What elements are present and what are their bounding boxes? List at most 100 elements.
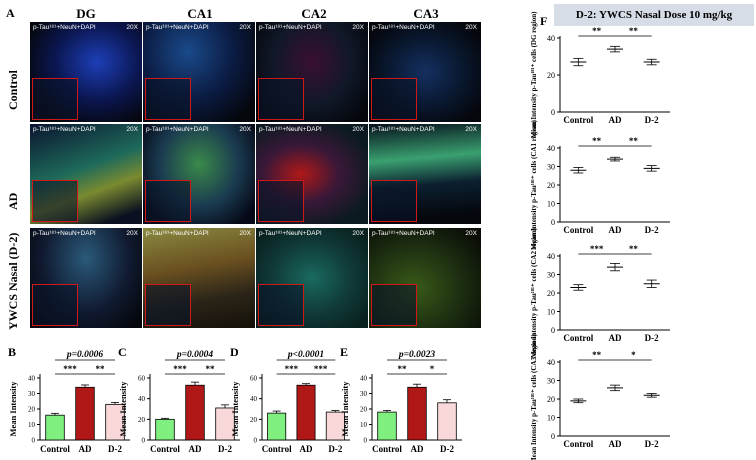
micrograph-inset (258, 180, 304, 222)
bar-ad (185, 384, 205, 441)
panel-f-title: D-2: YWCS Nasal Dose 10 mg/kg (554, 4, 754, 26)
micrograph-ad-dg: p-Tau¹⁸¹+NeuN+DAPI 20X (30, 124, 142, 224)
column-header-ca3: CA3 (413, 6, 439, 21)
panel-letter-f: F (540, 14, 548, 28)
micrograph-ad-ca1: p-Tau¹⁸¹+NeuN+DAPI 20X (143, 124, 255, 224)
y-tick-label: 0 (551, 218, 555, 227)
x-tick-label: D-2 (108, 444, 122, 454)
micrograph-d2-dg: p-Tau¹⁸¹+NeuN+DAPI 20X (30, 228, 142, 328)
micrograph-zoom-label: 20X (126, 230, 138, 237)
y-tick-label: 0 (142, 437, 146, 445)
column-header-ca1: CA1 (187, 6, 213, 21)
significance-label: ** (629, 26, 639, 36)
x-tick-label: Control (372, 444, 402, 454)
y-axis-label: Mean Intensity (8, 381, 18, 437)
y-tick-label: 20 (138, 416, 146, 424)
significance-label: ** (592, 136, 602, 146)
micrograph-zoom-label: 20X (126, 126, 138, 133)
micrograph-control-ca2: p-Tau¹⁸¹+NeuN+DAPI 20X (256, 22, 368, 122)
y-axis-label: Mean Intensity p-Tau¹⁸¹⁺ cells (CA1 regi… (530, 119, 538, 250)
y-axis-label: Mean Intensity p-Tau¹⁸¹⁺ cells (DG regio… (530, 11, 538, 139)
micrograph-stain-label: p-Tau¹⁸¹+NeuN+DAPI (372, 230, 435, 237)
micrograph-control-ca1: p-Tau¹⁸¹+NeuN+DAPI 20X (143, 22, 255, 122)
y-tick-label: 60 (250, 375, 258, 383)
x-tick-label: Control (40, 444, 70, 454)
y-tick-label: 30 (547, 271, 555, 280)
column-header-ca2: CA2 (301, 6, 327, 21)
y-tick-label: 20 (547, 181, 555, 190)
micrograph-zoom-label: 20X (465, 24, 477, 31)
x-tick-label: AD (609, 439, 622, 449)
x-tick-label: AD (411, 444, 424, 454)
bar-ad (407, 386, 427, 441)
micrograph-zoom-label: 20X (239, 126, 251, 133)
bar-control (377, 411, 397, 441)
y-axis-label: Mean Intensity p-Tau¹⁸¹⁺ cells (CA2 regi… (530, 227, 538, 358)
significance-label: ** (629, 136, 639, 146)
significance-label: *** (63, 364, 77, 374)
x-tick-label: Control (262, 444, 292, 454)
micrograph-control-dg: p-Tau¹⁸¹+NeuN+DAPI 20X (30, 22, 142, 122)
x-tick-label: Control (563, 333, 593, 343)
y-tick-label: 30 (547, 377, 555, 386)
micrograph-stain-label: p-Tau¹⁸¹+NeuN+DAPI (33, 126, 96, 133)
micrograph-inset (258, 78, 304, 120)
bar-control (267, 412, 287, 441)
y-tick-label: 40 (360, 375, 368, 383)
micrograph-zoom-label: 20X (239, 24, 251, 31)
significance-label: *** (314, 364, 328, 374)
bar-d-2 (437, 402, 457, 441)
panel-letter-d: D (230, 345, 239, 359)
bar-control (45, 414, 65, 441)
significance-label: ** (398, 364, 408, 374)
x-tick-label: AD (189, 444, 202, 454)
pvalue-label: p<0.0001 (287, 350, 324, 360)
y-tick-label: 40 (547, 144, 555, 153)
micrograph-inset (371, 78, 417, 120)
micrograph-zoom-label: 20X (465, 230, 477, 237)
y-tick-label: 10 (547, 200, 555, 209)
micrograph-stain-label: p-Tau¹⁸¹+NeuN+DAPI (33, 24, 96, 31)
y-tick-label: 40 (28, 375, 36, 383)
micrograph-stain-label: p-Tau¹⁸¹+NeuN+DAPI (372, 24, 435, 31)
column-header-dg: DG (76, 6, 96, 21)
micrograph-d2-ca2: p-Tau¹⁸¹+NeuN+DAPI 20X (256, 228, 368, 328)
x-tick-label: D-2 (440, 444, 454, 454)
y-axis-label: Mean Intensity (340, 381, 350, 437)
y-axis-label: Mean Intensity (118, 381, 128, 437)
micrograph-inset (32, 284, 78, 326)
bar-ad (296, 384, 316, 441)
bar-ad (75, 386, 95, 441)
x-tick-label: Control (563, 115, 593, 125)
y-tick-label: 10 (547, 414, 555, 423)
x-tick-label: Control (150, 444, 180, 454)
micrograph-stain-label: p-Tau¹⁸¹+NeuN+DAPI (372, 126, 435, 133)
y-tick-label: 20 (547, 289, 555, 298)
x-tick-label: AD (609, 225, 622, 235)
panel-letter-a: A (6, 6, 15, 20)
micrograph-stain-label: p-Tau¹⁸¹+NeuN+DAPI (259, 230, 322, 237)
significance-label: *** (173, 364, 187, 374)
x-tick-label: D-2 (328, 444, 342, 454)
y-tick-label: 60 (138, 375, 146, 383)
micrograph-inset (145, 78, 191, 120)
micrograph-zoom-label: 20X (352, 24, 364, 31)
micrograph-inset (145, 284, 191, 326)
y-tick-label: 40 (547, 252, 555, 261)
y-axis-label: Mean Intensity (230, 381, 240, 437)
micrograph-inset (258, 284, 304, 326)
y-tick-label: 30 (547, 163, 555, 172)
y-tick-label: 40 (138, 395, 146, 403)
micrograph-stain-label: p-Tau¹⁸¹+NeuN+DAPI (259, 24, 322, 31)
x-tick-label: Control (563, 225, 593, 235)
pvalue-label: p=0.0023 (398, 350, 436, 360)
y-tick-label: 20 (28, 406, 36, 414)
significance-label: ** (629, 244, 639, 254)
y-tick-label: 30 (360, 390, 368, 398)
micrograph-control-ca3: p-Tau¹⁸¹+NeuN+DAPI 20X (369, 22, 481, 122)
y-tick-label: 0 (254, 437, 258, 445)
micrograph-inset (371, 180, 417, 222)
y-tick-label: 40 (547, 358, 555, 367)
panel-letter-e: E (340, 345, 348, 359)
x-tick-label: Control (563, 439, 593, 449)
